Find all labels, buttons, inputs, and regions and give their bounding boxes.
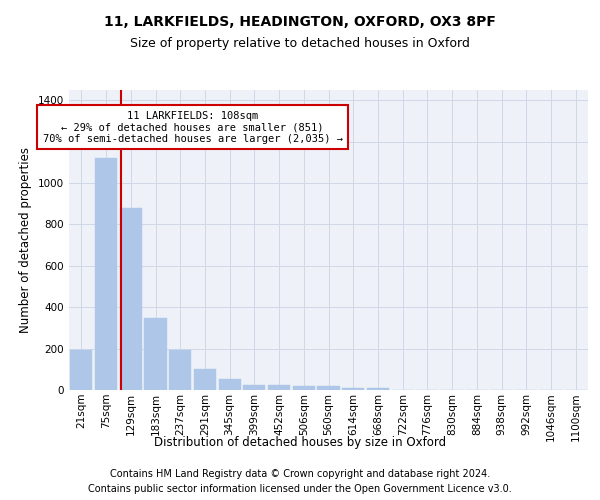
Text: Contains HM Land Registry data © Crown copyright and database right 2024.: Contains HM Land Registry data © Crown c… <box>110 469 490 479</box>
Bar <box>218 379 241 390</box>
Text: Distribution of detached houses by size in Oxford: Distribution of detached houses by size … <box>154 436 446 449</box>
Bar <box>293 386 315 390</box>
Bar <box>70 350 92 390</box>
Bar <box>243 386 265 390</box>
Bar <box>119 208 142 390</box>
Bar <box>145 318 167 390</box>
Bar <box>95 158 117 390</box>
Text: Size of property relative to detached houses in Oxford: Size of property relative to detached ho… <box>130 38 470 51</box>
Text: 11, LARKFIELDS, HEADINGTON, OXFORD, OX3 8PF: 11, LARKFIELDS, HEADINGTON, OXFORD, OX3 … <box>104 15 496 29</box>
Text: Contains public sector information licensed under the Open Government Licence v3: Contains public sector information licen… <box>88 484 512 494</box>
Bar <box>268 386 290 390</box>
Text: 11 LARKFIELDS: 108sqm
← 29% of detached houses are smaller (851)
70% of semi-det: 11 LARKFIELDS: 108sqm ← 29% of detached … <box>43 110 343 144</box>
Bar <box>342 388 364 390</box>
Bar <box>317 386 340 390</box>
Bar <box>169 350 191 390</box>
Bar <box>194 370 216 390</box>
Bar <box>367 388 389 390</box>
Y-axis label: Number of detached properties: Number of detached properties <box>19 147 32 333</box>
